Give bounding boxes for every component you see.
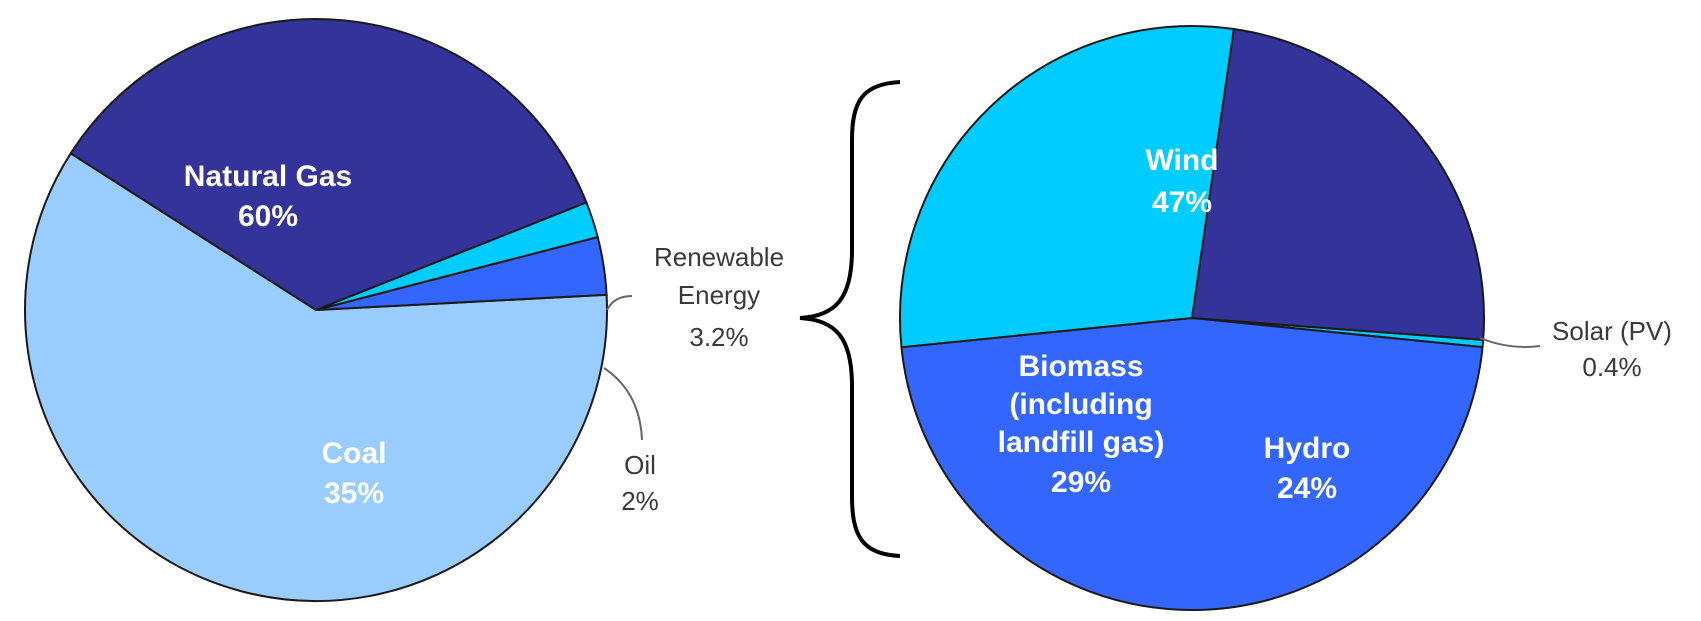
brace-connector [799, 80, 901, 558]
biomass-label-line1: Biomass [1018, 350, 1143, 383]
solar-leader-line [1479, 337, 1541, 348]
natural-gas-label: Natural Gas [184, 160, 352, 193]
right-slice-hydro [1190, 27, 1485, 341]
right-slice-wind [900, 316, 1484, 611]
oil-value: 2% [621, 486, 659, 516]
wind-label: Wind [1145, 144, 1218, 177]
biomass-label-line2: (including [1009, 388, 1152, 421]
hydro-label: Hydro [1264, 432, 1351, 465]
coal-label: Coal [321, 437, 386, 470]
biomass-label-line3: landfill gas) [998, 426, 1165, 459]
natural-gas-value: 60% [238, 200, 298, 233]
solar-label: Solar (PV) [1552, 316, 1672, 346]
oil-label: Oil [624, 450, 656, 480]
renewable-callout-line3: 3.2% [689, 322, 748, 352]
biomass-value: 29% [1051, 466, 1111, 499]
right-slice-biomass-including-landfill-gas [898, 25, 1236, 349]
wind-value: 47% [1152, 186, 1212, 219]
coal-value: 35% [324, 477, 384, 510]
left-slice-renewable-energy [315, 235, 608, 311]
oil-leader-line [603, 367, 643, 441]
renewable-leader-line [606, 295, 633, 311]
renewable-callout-line1: Renewable [654, 242, 784, 272]
right-pie-chart [898, 25, 1485, 611]
left-slice-natural-gas [24, 151, 608, 602]
solar-value: 0.4% [1582, 352, 1641, 382]
left-pie-chart [24, 18, 608, 602]
left-slice-coal [69, 18, 588, 312]
hydro-value: 24% [1277, 472, 1337, 505]
renewable-callout-line2: Energy [678, 280, 760, 310]
